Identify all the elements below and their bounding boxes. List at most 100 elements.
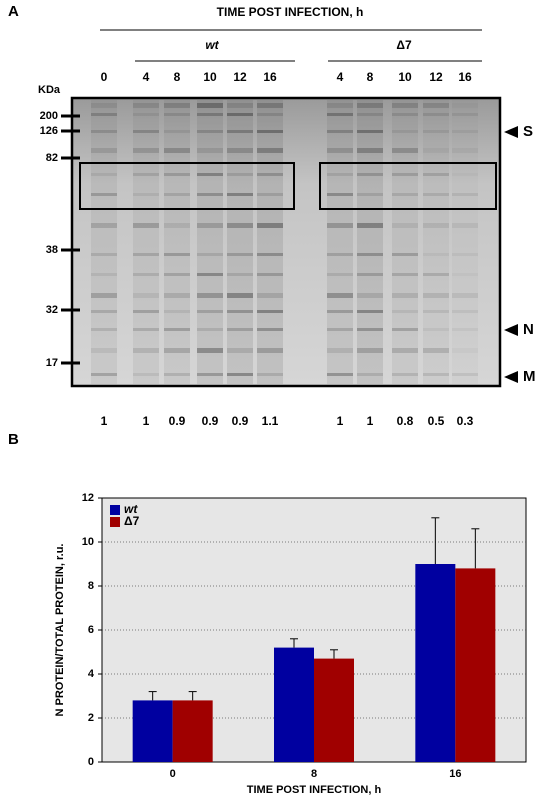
y-tick-label: 10 bbox=[82, 536, 94, 548]
gel-lane bbox=[164, 100, 190, 384]
gel-band bbox=[257, 310, 283, 313]
gel-band bbox=[327, 373, 353, 376]
panel-label: A bbox=[8, 3, 19, 20]
gel-band bbox=[257, 273, 283, 276]
gel-band bbox=[257, 328, 283, 331]
gel-band bbox=[257, 373, 283, 376]
gel-band bbox=[164, 373, 190, 376]
highlight-box bbox=[79, 162, 295, 210]
marker-label: 17 bbox=[46, 357, 58, 369]
bar bbox=[314, 658, 354, 762]
gel-band bbox=[133, 373, 159, 376]
gel-band bbox=[91, 273, 117, 276]
gel-band bbox=[227, 328, 253, 331]
gel-band bbox=[392, 328, 418, 331]
ratio-label: 0.9 bbox=[169, 414, 186, 428]
gel-band bbox=[327, 113, 353, 116]
lane-label: 0 bbox=[101, 70, 108, 84]
gel-band bbox=[357, 193, 383, 196]
y-axis-label: N PROTEIN/TOTAL PROTEIN, r.u. bbox=[54, 544, 66, 717]
ratio-label: 1 bbox=[337, 414, 344, 428]
gel-band bbox=[392, 148, 418, 153]
gel-band bbox=[164, 193, 190, 196]
gel-band bbox=[423, 148, 449, 153]
gel-band bbox=[197, 173, 223, 176]
gel-band bbox=[227, 130, 253, 133]
gel-band bbox=[423, 103, 449, 108]
x-tick-label: 8 bbox=[311, 768, 317, 780]
band-arrow bbox=[504, 324, 518, 336]
gel-band bbox=[392, 173, 418, 176]
gel-band bbox=[257, 253, 283, 256]
gel-band bbox=[452, 103, 478, 108]
gel-band bbox=[257, 130, 283, 133]
y-tick-label: 8 bbox=[88, 580, 94, 592]
ratio-label: 0.3 bbox=[457, 414, 474, 428]
gel-band bbox=[327, 253, 353, 256]
gel-band bbox=[327, 173, 353, 176]
gel-lane bbox=[133, 100, 159, 384]
gel-band bbox=[227, 293, 253, 298]
band-arrow bbox=[504, 371, 518, 383]
gel-band bbox=[133, 293, 159, 298]
gel-band bbox=[133, 173, 159, 176]
gel-band bbox=[327, 193, 353, 196]
gel-band bbox=[164, 328, 190, 331]
gel-band bbox=[257, 103, 283, 108]
gel-band bbox=[91, 148, 117, 153]
gel-band bbox=[452, 223, 478, 228]
gel-band bbox=[91, 310, 117, 313]
gel-band bbox=[357, 113, 383, 116]
gel-band bbox=[357, 148, 383, 153]
gel-band bbox=[227, 348, 253, 353]
gel-band bbox=[452, 310, 478, 313]
gel-band bbox=[423, 130, 449, 133]
ratio-label: 1 bbox=[367, 414, 374, 428]
gel-band bbox=[197, 193, 223, 196]
bar bbox=[415, 564, 456, 762]
gel-band bbox=[327, 348, 353, 353]
band-label: N bbox=[523, 321, 534, 338]
gel-band bbox=[197, 310, 223, 313]
gel-band bbox=[227, 223, 253, 228]
gel-lane bbox=[257, 100, 283, 384]
gel-lane bbox=[327, 100, 353, 384]
lane-label: 16 bbox=[263, 70, 277, 84]
marker-label: 38 bbox=[46, 244, 58, 256]
gel-band bbox=[227, 273, 253, 276]
gel-band bbox=[91, 130, 117, 133]
lane-label: 8 bbox=[174, 70, 181, 84]
highlight-box bbox=[319, 162, 497, 210]
gel-band bbox=[91, 373, 117, 376]
gel-band bbox=[227, 103, 253, 108]
gel-band bbox=[164, 223, 190, 228]
group-label: wt bbox=[205, 38, 219, 52]
y-tick-label: 6 bbox=[88, 624, 94, 636]
gel-band bbox=[164, 253, 190, 256]
gel-band bbox=[452, 328, 478, 331]
ratio-label: 0.9 bbox=[202, 414, 219, 428]
gel-band bbox=[227, 148, 253, 153]
ratio-label: 0.9 bbox=[232, 414, 249, 428]
marker-label: 32 bbox=[46, 304, 58, 316]
x-axis-label: TIME POST INFECTION, h bbox=[247, 784, 382, 796]
x-tick-label: 0 bbox=[170, 768, 176, 780]
ratio-label: 1 bbox=[143, 414, 150, 428]
gel-lane bbox=[423, 100, 449, 384]
gel-lane bbox=[392, 100, 418, 384]
gel-band bbox=[257, 148, 283, 153]
x-tick-label: 16 bbox=[449, 768, 461, 780]
gel-band bbox=[133, 113, 159, 116]
gel-lanes bbox=[91, 100, 478, 384]
y-tick-label: 0 bbox=[88, 756, 94, 768]
gel-band bbox=[452, 113, 478, 116]
gel-band bbox=[452, 148, 478, 153]
gel-band bbox=[164, 148, 190, 153]
gel-band bbox=[423, 348, 449, 353]
gel-band bbox=[91, 348, 117, 353]
gel-band bbox=[392, 373, 418, 376]
gel-band bbox=[327, 223, 353, 228]
gel-band bbox=[357, 223, 383, 228]
gel-band bbox=[392, 310, 418, 313]
